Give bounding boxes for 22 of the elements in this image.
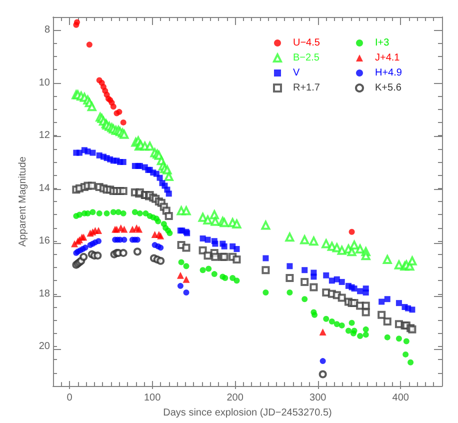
legend-label: I+3 (375, 38, 390, 48)
x-tick-label: 300 (310, 392, 327, 404)
y-tick-label: 12 (38, 130, 50, 142)
y-tick-label: 8 (44, 24, 50, 36)
y-tick-label: 14 (38, 182, 50, 194)
x-tick-label: 100 (144, 392, 162, 404)
y-axis-title: Apparent Magnitude (17, 156, 28, 247)
x-tick-label: 400 (392, 392, 410, 404)
x-axis-title: Days since explosion (JD−2453270.5) (163, 408, 332, 418)
y-tick-label: 18 (38, 288, 50, 300)
legend-label: V (293, 68, 300, 78)
x-tick-label: 0 (66, 392, 73, 404)
legend-label: R+1.7 (293, 82, 320, 94)
y-tick-label: 20 (38, 341, 50, 352)
legend-label: U−4.5 (293, 38, 320, 48)
legend-label: K+5.6 (375, 82, 402, 94)
y-tick-label: 10 (38, 77, 50, 88)
y-tick-label: 16 (38, 236, 50, 247)
x-tick-label: 200 (226, 392, 244, 404)
legend-label: J+4.1 (375, 52, 400, 64)
legend-label: H+4.9 (375, 68, 402, 78)
legend-label: B−2.5 (293, 52, 320, 64)
